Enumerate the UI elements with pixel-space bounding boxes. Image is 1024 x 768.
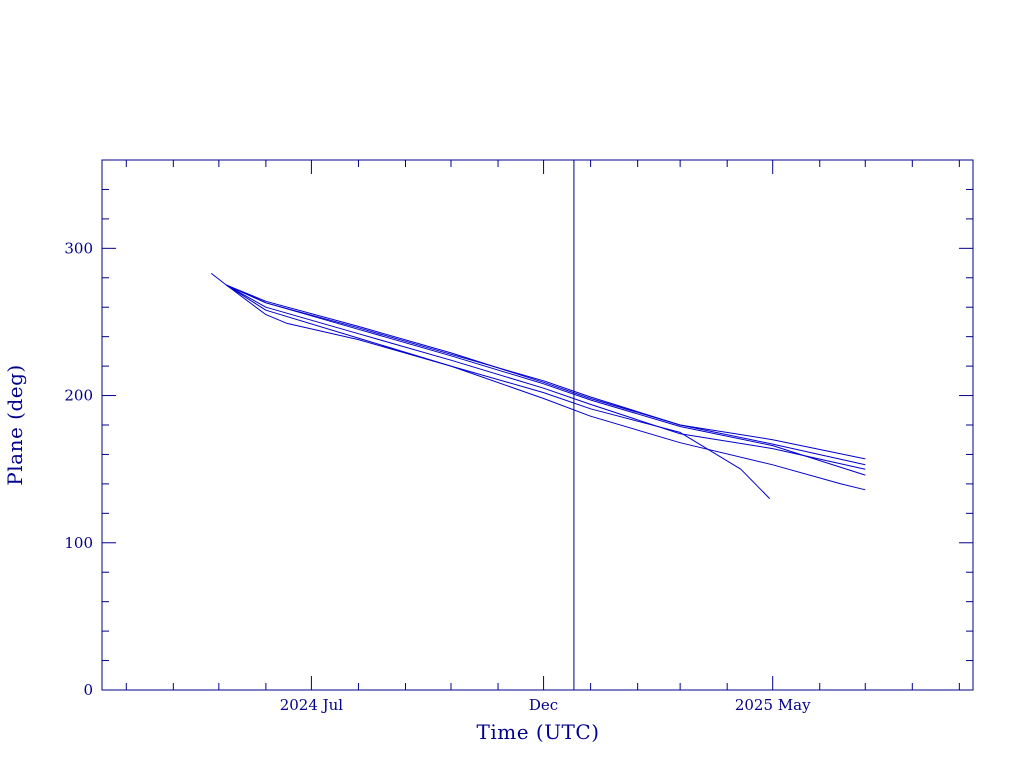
y-tick-label: 0 xyxy=(83,681,93,699)
series-line-1 xyxy=(210,273,866,460)
y-tick-label: 300 xyxy=(64,239,93,257)
y-axis-title: Plane (deg) xyxy=(3,364,27,485)
plot-frame xyxy=(101,159,974,691)
x-axis-title: Time (UTC) xyxy=(477,720,600,744)
plot-border xyxy=(101,159,974,691)
tick-labels: 0 100 200 300 2024 Jul Dec 2025 May xyxy=(64,239,811,714)
y-tick-label: 200 xyxy=(64,387,93,405)
series-line-6 xyxy=(226,284,866,491)
x-tick-label: Dec xyxy=(529,696,558,714)
axis-ticks xyxy=(102,159,973,691)
x-tick-label: 2024 Jul xyxy=(280,696,344,714)
series-group xyxy=(210,273,866,499)
series-line-3 xyxy=(226,284,866,476)
series-line-5 xyxy=(226,284,771,499)
series-line-2 xyxy=(226,284,866,466)
x-tick-label: 2025 May xyxy=(735,696,811,714)
series-line-4 xyxy=(226,284,866,470)
y-tick-label: 100 xyxy=(64,534,93,552)
